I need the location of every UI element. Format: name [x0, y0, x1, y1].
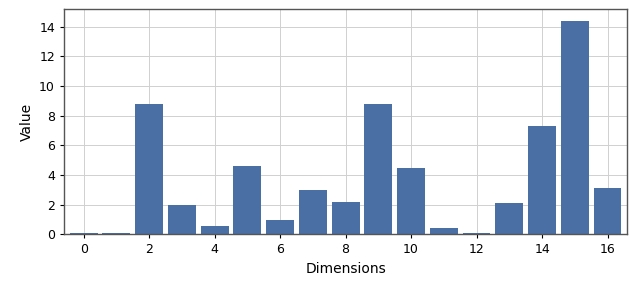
Bar [397, 168, 425, 234]
Bar [430, 229, 458, 234]
Bar [528, 126, 556, 234]
Bar [332, 202, 360, 234]
Bar [201, 226, 228, 234]
Bar [364, 104, 392, 234]
Bar [234, 166, 261, 234]
Bar [168, 205, 196, 234]
Bar [561, 21, 589, 234]
Bar [70, 233, 97, 234]
Bar [463, 233, 490, 234]
X-axis label: Dimensions: Dimensions [305, 262, 386, 276]
Y-axis label: Value: Value [20, 103, 33, 141]
Bar [102, 233, 131, 234]
Bar [594, 188, 621, 234]
Bar [495, 203, 524, 234]
Bar [299, 190, 327, 234]
Bar [135, 104, 163, 234]
Bar [266, 219, 294, 234]
